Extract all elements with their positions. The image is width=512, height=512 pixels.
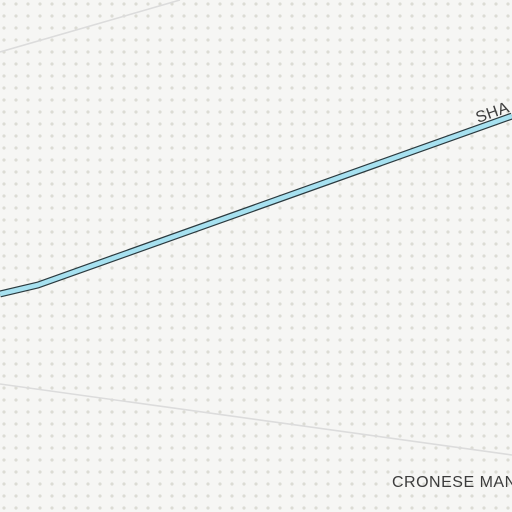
area-label: CRONESE MAN [392, 474, 512, 491]
minor-road-bottom [0, 383, 512, 456]
minor-road-top [0, 0, 181, 53]
waterway-channel[interactable] [0, 113, 512, 297]
